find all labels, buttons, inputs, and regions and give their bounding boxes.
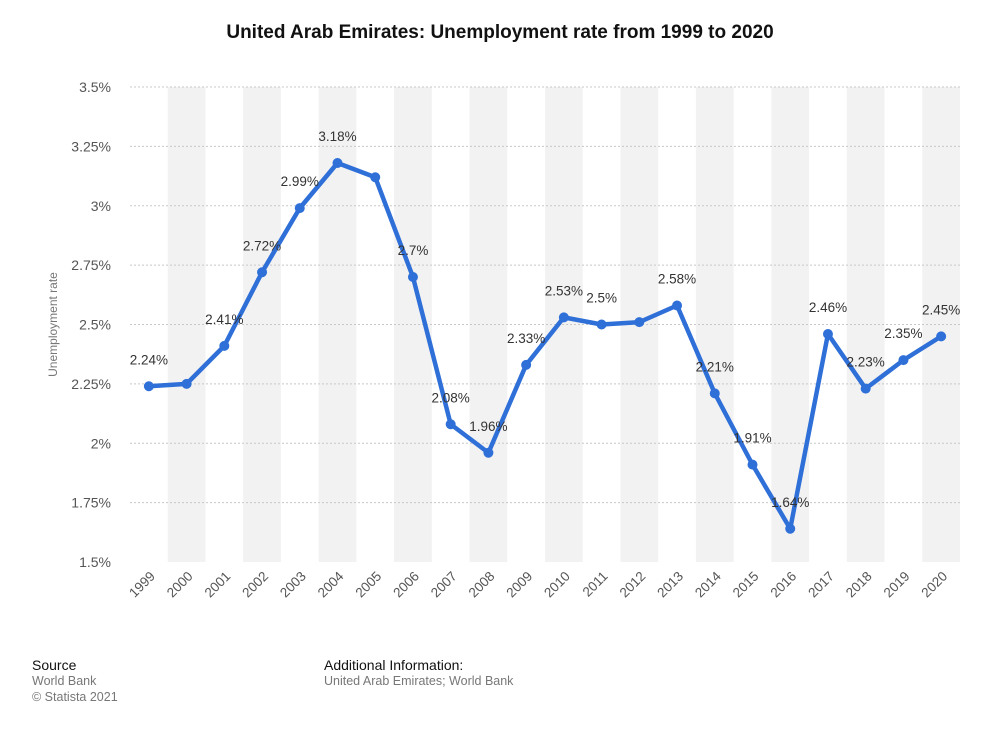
data-point xyxy=(294,203,305,214)
x-tick-label: 2017 xyxy=(805,569,837,601)
chart-title: United Arab Emirates: Unemployment rate … xyxy=(226,22,774,43)
data-point xyxy=(822,329,833,339)
x-tick-label: 2015 xyxy=(730,569,762,601)
data-label: 2.23% xyxy=(847,355,885,370)
series-line xyxy=(146,160,944,531)
x-tick-label: 2012 xyxy=(617,569,649,601)
x-tick-label: 2019 xyxy=(881,569,913,601)
x-tick-label: 2006 xyxy=(390,569,422,601)
data-label: 3.18% xyxy=(318,129,356,144)
additional-info-block: Additional Information: United Arab Emir… xyxy=(324,657,513,689)
x-tick-label: 2000 xyxy=(164,569,196,601)
data-label: 1.96% xyxy=(469,419,507,434)
data-point xyxy=(257,267,268,278)
x-tick-label: 2004 xyxy=(315,568,347,600)
data-label: 2.35% xyxy=(884,326,922,341)
y-tick-label: 2.25% xyxy=(71,376,111,392)
data-point xyxy=(445,419,456,430)
data-point xyxy=(332,158,343,168)
y-tick-label: 1.75% xyxy=(71,495,111,511)
x-tick-label: 2001 xyxy=(202,569,234,601)
data-label: 1.64% xyxy=(771,495,809,510)
copyright-text: © Statista 2021 xyxy=(32,690,118,704)
data-label: 2.53% xyxy=(545,283,583,298)
data-point xyxy=(860,383,871,394)
y-tick-label: 3.25% xyxy=(71,138,111,154)
data-label: 2.45% xyxy=(922,302,960,317)
data-point xyxy=(407,272,418,282)
x-tick-label: 2002 xyxy=(239,569,271,601)
data-point xyxy=(370,172,381,183)
data-label: 2.5% xyxy=(586,291,617,306)
x-tick-label: 2014 xyxy=(692,568,724,600)
y-tick-label: 2% xyxy=(91,435,111,451)
source-heading: Source xyxy=(32,657,77,673)
x-tick-label: 2018 xyxy=(843,569,875,601)
data-label: 2.99% xyxy=(281,174,319,189)
data-label: 2.58% xyxy=(658,272,696,287)
additional-info-heading: Additional Information: xyxy=(324,657,464,673)
data-label: 2.41% xyxy=(205,312,243,327)
data-point xyxy=(936,331,947,342)
y-tick-label: 3% xyxy=(91,198,111,214)
data-point xyxy=(558,312,569,323)
data-label: 2.72% xyxy=(243,238,281,253)
x-tick-label: 2009 xyxy=(503,569,535,601)
data-point xyxy=(785,523,796,534)
x-tick-label: 2011 xyxy=(580,569,611,600)
x-tick-label: 1999 xyxy=(126,569,158,601)
data-label: 2.24% xyxy=(130,352,168,367)
source-block: Source World Bank © Statista 2021 xyxy=(32,657,118,705)
data-point xyxy=(521,359,532,370)
data-label: 1.91% xyxy=(733,431,771,446)
x-tick-label: 2007 xyxy=(428,569,460,601)
data-label: 2.08% xyxy=(432,390,470,405)
x-tick-label: 2013 xyxy=(654,569,686,601)
y-tick-label: 2.5% xyxy=(79,317,111,333)
data-label: 2.21% xyxy=(696,359,734,374)
y-tick-label: 2.75% xyxy=(71,257,111,273)
x-tick-label: 2020 xyxy=(918,569,950,601)
x-tick-label: 2010 xyxy=(541,569,573,601)
data-point xyxy=(219,340,230,351)
x-tick-label: 2003 xyxy=(277,569,309,601)
y-tick-label: 3.5% xyxy=(79,79,111,95)
data-label: 2.33% xyxy=(507,331,545,346)
data-point xyxy=(143,381,154,392)
y-axis-title: Unemployment rate xyxy=(46,272,60,377)
data-point xyxy=(747,459,758,470)
data-point xyxy=(672,300,683,311)
data-point xyxy=(483,447,494,458)
data-label: 2.7% xyxy=(398,243,429,258)
column-band xyxy=(922,87,960,562)
data-point xyxy=(709,388,720,399)
x-tick-label: 2008 xyxy=(466,569,498,601)
data-point xyxy=(181,378,192,389)
data-point xyxy=(634,317,645,328)
y-tick-label: 1.5% xyxy=(79,554,111,570)
data-point xyxy=(898,355,909,366)
source-name[interactable]: World Bank xyxy=(32,674,97,688)
data-point xyxy=(596,319,607,330)
x-tick-label: 2016 xyxy=(767,569,799,601)
additional-info-text: United Arab Emirates; World Bank xyxy=(324,674,514,688)
data-label: 2.46% xyxy=(809,300,847,315)
x-tick-label: 2005 xyxy=(352,569,384,601)
